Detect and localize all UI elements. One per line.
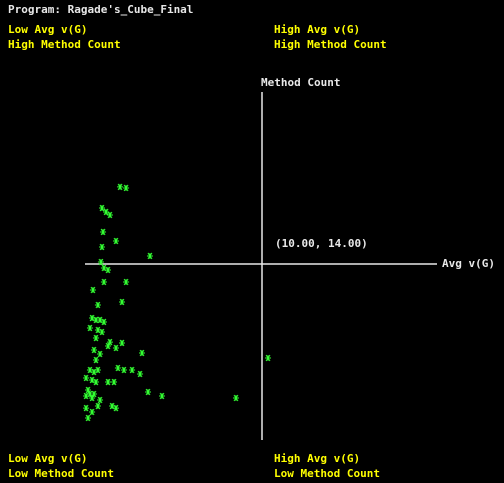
point (97, 350, 104, 358)
point (89, 286, 96, 294)
point (97, 316, 104, 324)
point (89, 394, 96, 402)
point (94, 366, 101, 374)
point (89, 376, 96, 384)
point (146, 252, 153, 260)
quadrant-label: High Avg v(G) (274, 23, 360, 36)
point (92, 334, 99, 342)
quadrant-label: Low Avg v(G) (8, 23, 87, 36)
point (100, 264, 107, 272)
point (118, 339, 125, 347)
point (100, 228, 107, 236)
point (105, 342, 112, 350)
point (89, 408, 96, 416)
quadrant-label: High Avg v(G) (274, 452, 360, 465)
quadrant-label: High Method Count (8, 38, 121, 51)
point (92, 316, 99, 324)
point (86, 366, 93, 374)
point (98, 204, 105, 212)
point (97, 258, 104, 266)
chart-title: Program: Ragade's_Cube_Final (8, 3, 193, 16)
point (265, 354, 272, 362)
point (158, 392, 165, 400)
point (98, 328, 105, 336)
point (118, 298, 125, 306)
point (91, 346, 98, 354)
point (111, 378, 118, 386)
point (89, 314, 96, 322)
point (86, 390, 93, 398)
point (85, 386, 92, 394)
point (117, 183, 124, 191)
point (112, 344, 119, 352)
point (92, 356, 99, 364)
point (112, 404, 119, 412)
y-axis-label: Method Count (261, 76, 340, 89)
point (85, 414, 92, 422)
point (109, 402, 116, 410)
quadrant-label: Low Method Count (8, 467, 114, 480)
point (138, 349, 145, 357)
point (106, 211, 113, 219)
point (105, 266, 112, 274)
point (137, 370, 144, 378)
point (83, 374, 90, 382)
point (94, 301, 101, 309)
point (106, 338, 113, 346)
quadrant-label: High Method Count (274, 38, 387, 51)
point (112, 237, 119, 245)
point (105, 378, 112, 386)
point (123, 184, 130, 192)
point (94, 402, 101, 410)
point (97, 396, 104, 404)
point (98, 243, 105, 251)
point (145, 388, 152, 396)
quadrant-label: Low Method Count (274, 467, 380, 480)
x-axis-label: Avg v(G) (442, 257, 495, 270)
point (123, 278, 130, 286)
quadrant-label: Low Avg v(G) (8, 452, 87, 465)
center-annotation: (10.00, 14.00) (275, 237, 368, 250)
point (100, 278, 107, 286)
point (83, 404, 90, 412)
point (94, 326, 101, 334)
point (86, 324, 93, 332)
point (120, 366, 127, 374)
point (100, 318, 107, 326)
point (83, 392, 90, 400)
point (103, 208, 110, 216)
point (114, 364, 121, 372)
point (91, 368, 98, 376)
point (232, 394, 239, 402)
point (92, 378, 99, 386)
point (129, 366, 136, 374)
point (91, 390, 98, 398)
